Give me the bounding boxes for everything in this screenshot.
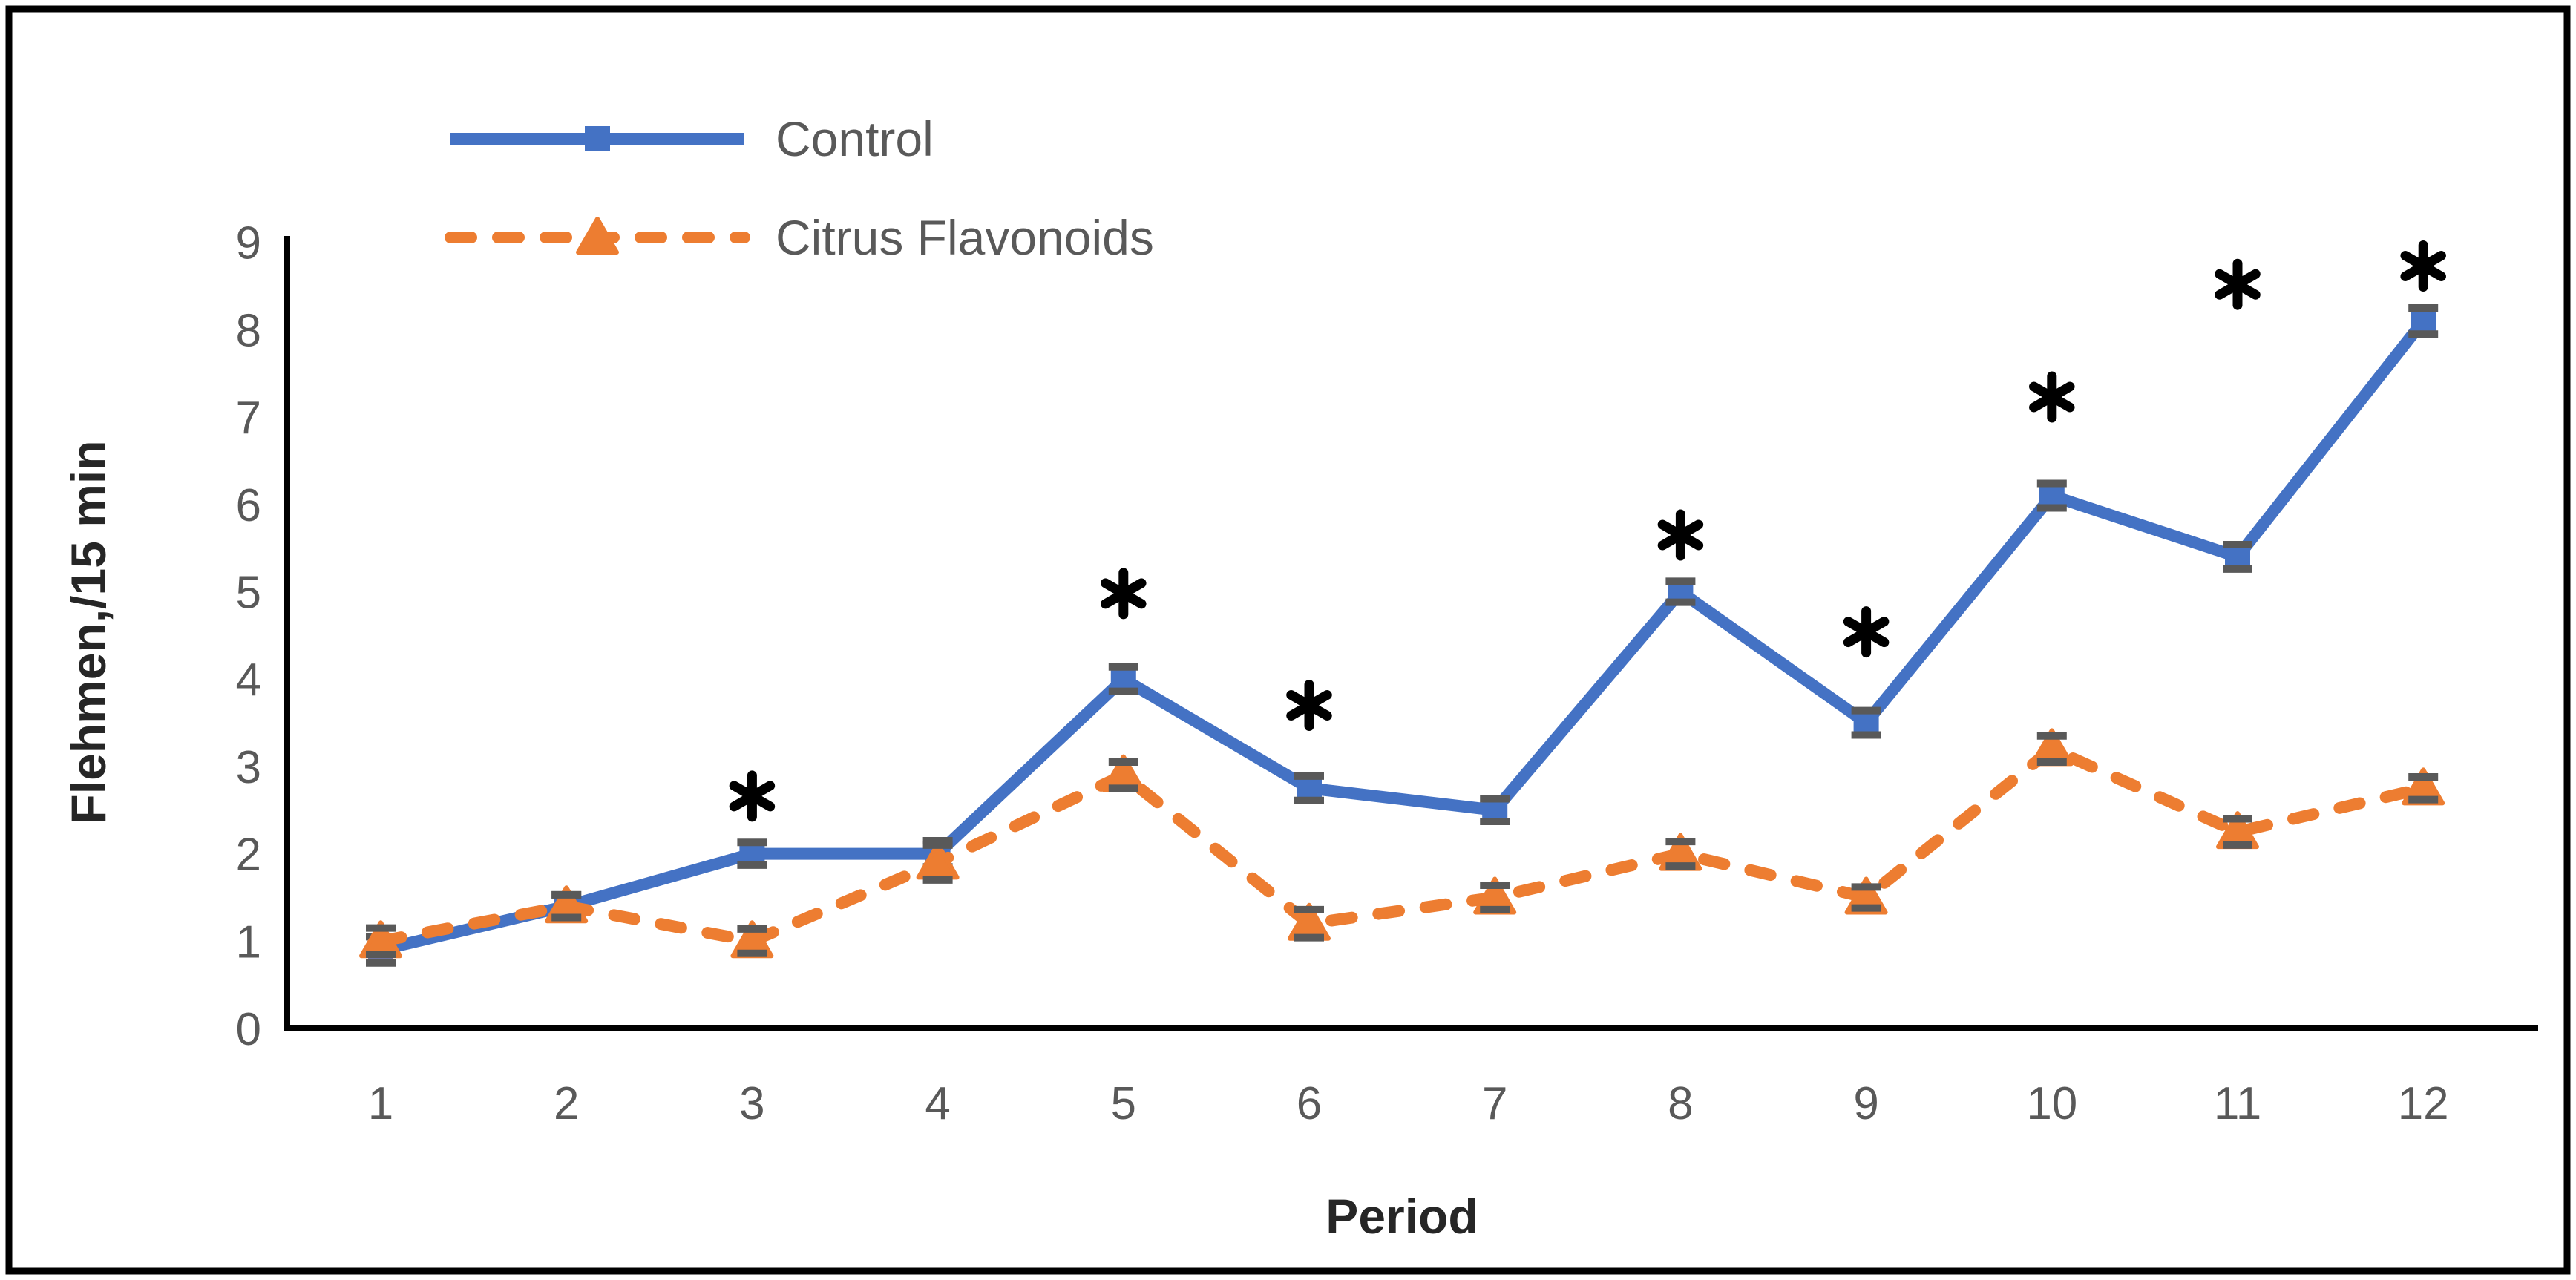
y-tick-label: 6 [236,480,261,531]
x-tick-label: 8 [1668,1078,1693,1129]
y-tick-label: 9 [236,218,261,269]
x-tick-label: 12 [2398,1078,2449,1129]
significance-asterisk [729,770,776,822]
data-point-marker-control [1853,710,1879,736]
significance-asterisk [1101,568,1147,620]
y-axis-title: Flehmen,/15 min [61,440,116,824]
significance-asterisk [1286,680,1332,732]
y-tick-label: 4 [236,654,261,706]
significance-asterisk [1657,509,1704,561]
significance-asterisk [2215,258,2261,310]
significance-asterisk [2400,240,2446,292]
significance-asterisk [1843,606,1890,658]
y-tick-label: 3 [236,742,261,793]
series-citrus-flavonoids [359,728,2445,959]
x-tick-label: 9 [1853,1078,1878,1129]
data-point-marker-control [2225,544,2250,570]
legend-label: Citrus Flavonoids [776,210,1154,265]
figure-border [5,5,2571,1275]
series-control-line [379,317,2428,956]
x-tick-label: 11 [2214,1078,2261,1129]
data-point-marker-control [2039,483,2065,509]
y-tick-label: 5 [236,568,261,619]
y-tick-label: 2 [236,830,261,881]
x-tick-label: 4 [925,1078,950,1129]
x-tick-label: 3 [739,1078,764,1129]
y-tick-label: 1 [236,916,261,968]
x-tick-label: 2 [554,1078,579,1129]
legend-item-citrus-flavonoids: Citrus Flavonoids [445,210,1154,265]
legend-marker-citrus-flavonoids [576,217,619,255]
x-tick-label: 6 [1297,1078,1322,1129]
x-tick-label: 5 [1111,1078,1136,1129]
x-tick-label: 7 [1482,1078,1507,1129]
legend-item-control: Control [450,111,934,166]
y-tick-label: 7 [236,393,261,444]
legend-label: Control [776,111,934,166]
legend-marker-control [585,126,610,151]
data-point-marker-control [1297,775,1322,801]
x-tick-label: 1 [368,1078,393,1129]
data-point-marker-control [2411,308,2436,334]
series-citrus-flavonoids-line [375,743,2430,948]
significance-asterisk [2029,371,2075,423]
data-point-marker-citrus-flavonoids [1844,876,1888,915]
x-tick-label: 10 [2026,1078,2077,1129]
data-point-marker-control [1110,666,1136,692]
y-tick-label: 0 [236,1004,261,1055]
y-tick-label: 8 [236,305,261,356]
x-axis-title: Period [1325,1189,1478,1244]
